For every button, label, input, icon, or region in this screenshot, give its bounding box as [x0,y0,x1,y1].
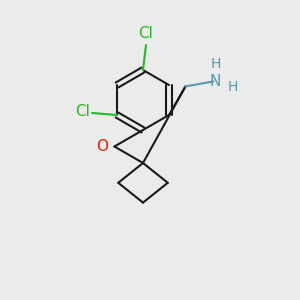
Text: H: H [227,80,238,94]
Text: Cl: Cl [75,103,90,118]
Text: O: O [96,139,108,154]
Text: N: N [210,74,221,89]
Text: Cl: Cl [139,26,153,41]
Text: H: H [210,57,221,71]
